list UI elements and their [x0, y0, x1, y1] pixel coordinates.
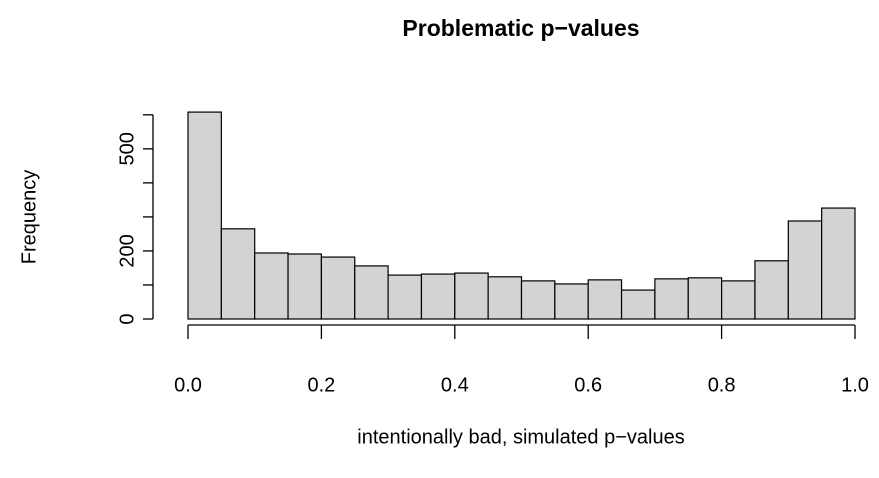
bar: [520, 280, 556, 320]
bar: [487, 276, 523, 320]
x-tick-label: 0.6: [574, 374, 602, 396]
x-tick-label: 0.8: [708, 374, 736, 396]
x-tick-label: 0.4: [441, 374, 469, 396]
bar: [587, 279, 623, 320]
bar: [821, 207, 856, 320]
bar: [654, 278, 689, 320]
x-axis-label: intentionally bad, simulated p−values: [357, 426, 684, 448]
bar: [420, 273, 456, 320]
bar: [554, 283, 589, 320]
bar: [220, 228, 256, 320]
bar: [687, 277, 723, 320]
bar: [454, 272, 489, 320]
bar: [187, 111, 222, 320]
bar: [254, 252, 289, 320]
bar: [720, 280, 756, 320]
x-tick-label: 0.2: [307, 374, 335, 396]
bar: [620, 289, 656, 320]
chart-title: Problematic p−values: [402, 15, 639, 41]
y-axis-label: Frequency: [18, 170, 40, 265]
y-tick-label: 200: [116, 234, 138, 267]
bar: [754, 260, 789, 320]
bar: [320, 256, 356, 320]
x-tick-label: 1.0: [841, 374, 869, 396]
y-tick-label: 0: [116, 313, 138, 324]
bar: [787, 220, 823, 320]
bar: [387, 274, 423, 320]
x-tick-label: 0.0: [174, 374, 202, 396]
bar: [354, 265, 389, 320]
y-tick-label: 500: [116, 132, 138, 165]
bar: [287, 253, 322, 320]
